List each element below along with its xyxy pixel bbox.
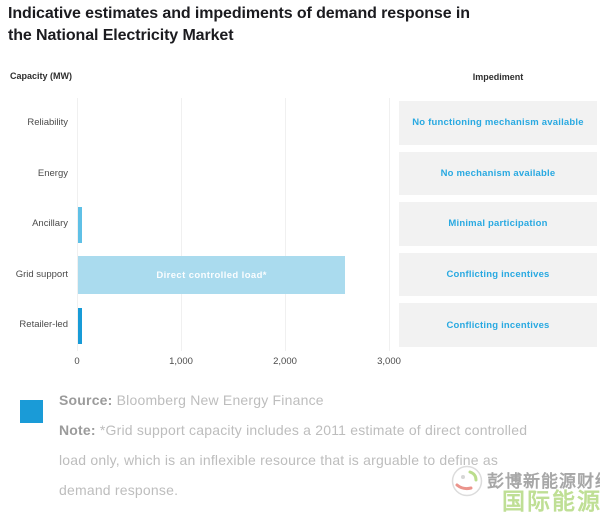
capacity-axis-header: Capacity (MW) bbox=[10, 71, 73, 81]
impediment-badge: Conflicting incentives bbox=[399, 252, 597, 297]
note-line: Note: *Grid support capacity includes a … bbox=[59, 415, 551, 505]
impediment-text: Conflicting incentives bbox=[446, 269, 550, 281]
source-label: Source: bbox=[59, 392, 113, 408]
impediment-badge: No mechanism available bbox=[399, 151, 597, 196]
bar-retailer-led bbox=[78, 307, 83, 344]
impediment-badge: Minimal participation bbox=[399, 202, 597, 246]
category-label: Ancillary bbox=[32, 218, 68, 230]
impediment-text: Minimal participation bbox=[448, 218, 548, 230]
chart-title-line2: the National Electricity Market bbox=[8, 27, 234, 44]
gridline bbox=[181, 98, 182, 351]
x-axis-tick-label: 1,000 bbox=[169, 356, 193, 367]
gridline bbox=[77, 98, 78, 351]
bar-grid-support: Direct controlled load* bbox=[78, 256, 346, 295]
source-text: Bloomberg New Energy Finance bbox=[112, 392, 324, 408]
category-label: Reliability bbox=[27, 117, 68, 128]
gridline bbox=[285, 98, 286, 351]
impediment-column-header: Impediment bbox=[472, 72, 524, 82]
gridline bbox=[389, 98, 390, 351]
impediment-text: No functioning mechanism available bbox=[412, 117, 584, 129]
impediment-text: No mechanism available bbox=[440, 167, 556, 179]
chart-title: Indicative estimates and impediments of … bbox=[8, 3, 594, 47]
impediment-badge: Conflicting incentives bbox=[399, 303, 597, 347]
watermark-text-bnef-cn: 彭博新能源财经 bbox=[487, 472, 600, 491]
chart-title-line1: Indicative estimates and impediments of … bbox=[8, 5, 470, 22]
bar-value-label: Direct controlled load* bbox=[156, 269, 267, 281]
impediment-text: Conflicting incentives bbox=[446, 319, 550, 331]
watermark-logo-icon bbox=[451, 465, 483, 497]
x-axis-tick-label: 2,000 bbox=[273, 356, 297, 367]
x-axis-tick-label: 0 bbox=[74, 356, 80, 367]
category-label: Grid support bbox=[15, 268, 68, 280]
legend-square-icon bbox=[20, 400, 43, 423]
note-text: *Grid support capacity includes a 2011 e… bbox=[59, 422, 528, 498]
footer-notes: Source: Bloomberg New Energy Finance Not… bbox=[59, 385, 551, 505]
bar-ancillary bbox=[78, 206, 83, 243]
watermark-text-energy-net: 国际能源网 bbox=[502, 488, 600, 513]
x-axis-tick-label: 3,000 bbox=[377, 356, 401, 367]
impediment-badge: No functioning mechanism available bbox=[399, 101, 597, 145]
category-label: Energy bbox=[37, 167, 68, 179]
note-label: Note: bbox=[59, 422, 96, 438]
category-label: Retailer-led bbox=[19, 319, 68, 331]
source-line: Source: Bloomberg New Energy Finance bbox=[59, 385, 551, 415]
